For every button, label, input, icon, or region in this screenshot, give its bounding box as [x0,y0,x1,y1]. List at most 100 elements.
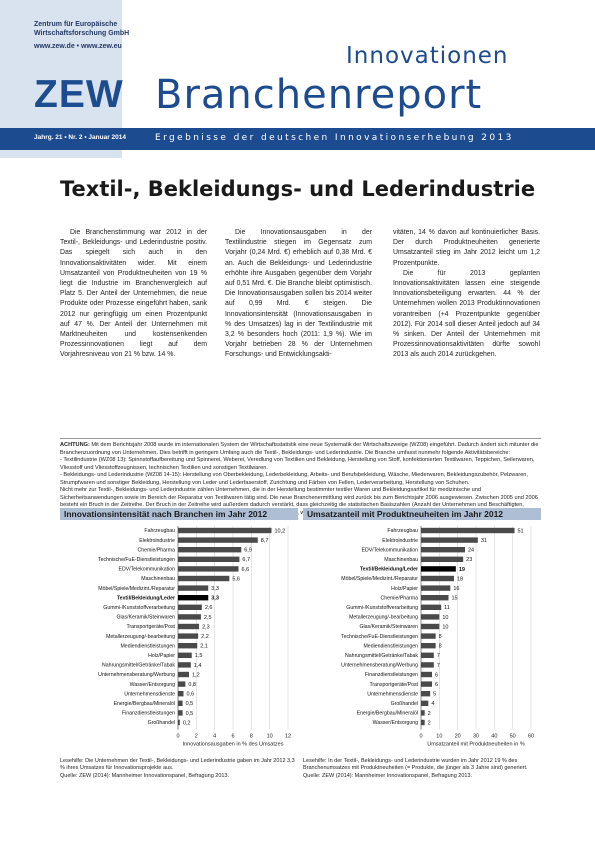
report-title-large: Branchenreport [155,72,483,118]
value-label: 2,1 [200,644,208,650]
bar [178,719,180,726]
value-label: 0,6 [187,692,195,698]
bar [421,633,436,639]
caption-source: Quelle: ZEW (2014): Mannheimer Innovatio… [60,772,230,779]
chart-title: Umsatzanteil mit Produktneuheiten im Jah… [303,508,541,520]
bar [178,566,239,572]
notice-item: - Textilindustrie (WZ08 13): Spinnstoffa… [60,457,535,471]
report-subtitle: Ergebnisse der deutschen Innovationserhe… [155,133,514,143]
bar [421,604,442,610]
value-label: 7 [437,653,440,659]
category-label: Elektroindustrie [382,538,418,544]
bar [178,671,189,678]
notice-item: - Bekleidungs- und Lederindustrie (WZ08 … [60,472,528,486]
category-label: Glas/Keramik/Steinwaren [116,615,175,621]
notice-box: ACHTUNG: Mit dem Berichtsjahr 2008 wurde… [60,438,541,517]
text-column-1: Die Branchenstimmung war 2012 in der Tex… [60,228,207,361]
category-label: EDV/Telekommunikation [361,547,418,553]
bar [421,566,456,572]
value-label: 6 [435,682,438,688]
bar [178,623,200,630]
institution-line-1: Zentrum für Europäische [34,21,118,28]
value-label: 7 [437,663,440,669]
bar [178,710,183,716]
bar [421,556,464,562]
category-label: Möbel/Spiele/Medizint./Reparatur [341,576,418,582]
category-label: Elektroindustrie [139,538,175,544]
category-label: Glas/Keramik/Steinwaren [359,624,418,630]
caption-text: Lesehilfe: Die Unternehmen der Textil-, … [60,758,295,772]
value-label: 4 [431,701,434,707]
value-label: 8 [439,644,442,650]
category-label: Nahrungsmittel/Getränke/Tabak [345,653,418,659]
value-label: 1,2 [192,672,200,678]
chart-product-share: Umsatzanteil mit Produktneuheiten im Jah… [303,508,541,754]
bar [421,527,515,534]
text-column-3: vitäten, 14 % davon auf kontinuierlicher… [393,228,540,361]
value-label: 2,5 [204,615,212,621]
category-label: Energie/Bergbau/Mineralöl [357,711,418,717]
x-tick-label: 0 [419,734,422,740]
institution-web[interactable]: www.zew.de • www.zew.eu [34,43,122,50]
value-label: 8,7 [261,538,269,544]
x-axis-label: Innovationsausgaben in % des Umsatzes [183,742,284,748]
caption-right: Lesehilfe: In der Textil-, Bekleidungs- … [303,758,541,780]
category-label: Unternehmensberatung/Werbung [98,672,175,678]
bar [178,662,191,668]
category-label: Möbel/Spiele/Medizint./Reparatur [98,586,175,592]
bar [421,710,425,716]
value-label: 2,6 [205,605,213,611]
value-label: 15 [452,596,458,602]
value-label: 0,8 [188,682,196,688]
category-label: Holz/Papier [148,653,175,659]
category-label: Großhandel [391,701,418,707]
value-label: 10 [442,615,448,621]
bar [421,662,434,668]
value-label: 2,3 [202,624,210,630]
notice-label: ACHTUNG: [60,442,90,448]
category-label: Wasser/Entsorgung [130,682,175,688]
value-label: 18 [457,576,463,582]
value-label: 6,6 [242,567,250,573]
bar [178,595,209,601]
category-label: Transportgeräte/Post [369,682,418,688]
bar [421,691,431,697]
category-label: Technische/FuE-Dienstleistungen [98,557,175,563]
category-label: Gummi-/Kunststoffverarbeitung [346,605,418,611]
value-label: 0,5 [186,711,194,717]
x-tick-label: 12 [285,734,291,740]
value-label: 8 [439,634,442,640]
bar [178,681,186,687]
chart-title: Innovationsintensität nach Branchen im J… [60,508,298,520]
value-label: 3,3 [211,596,219,602]
category-label: Textil/Bekleidung/Leder [360,567,418,573]
bar [178,575,230,582]
caption-text: Lesehilfe: In der Textil-, Bekleidungs- … [303,758,528,772]
category-label: Transportgeräte/Post [126,624,175,630]
bar [178,547,242,553]
paragraph: Die Innovationsausgaben in der Textilind… [225,229,372,359]
bar [421,700,429,706]
category-label: Metallerzeugung/-bearbeitung [106,634,175,640]
bar [421,671,432,678]
value-label: 31 [481,538,487,544]
bar [421,614,440,620]
category-label: Unternehmensdienste [124,691,175,697]
value-label: 24 [468,548,474,554]
value-label: 10 [442,624,448,630]
paragraph: Die für 2013 geplanten Innovationsaktivi… [393,269,540,359]
chart-svg: 0 10 20 30 40 50 60 Fahrzeugbau 51 Elektroindustr… [341,526,534,748]
value-label: 11 [444,605,450,611]
category-label: Holz/Papier [391,586,418,592]
caption-left: Lesehilfe: Die Unternehmen der Textil-, … [60,758,298,780]
value-label: 51 [518,528,524,534]
category-label: Unternehmensberatung/Werbung [341,663,418,669]
category-label: Technische/FuE-Dienstleistungen [341,634,418,640]
x-tick-label: 20 [455,734,461,740]
category-label: Maschinenbau [384,557,418,563]
zew-logo: ZEW [34,73,124,116]
category-label: Fahrzeugbau [144,528,175,534]
bar [421,575,454,582]
category-label: Maschinenbau [141,576,175,582]
value-label: 6,7 [242,557,250,563]
